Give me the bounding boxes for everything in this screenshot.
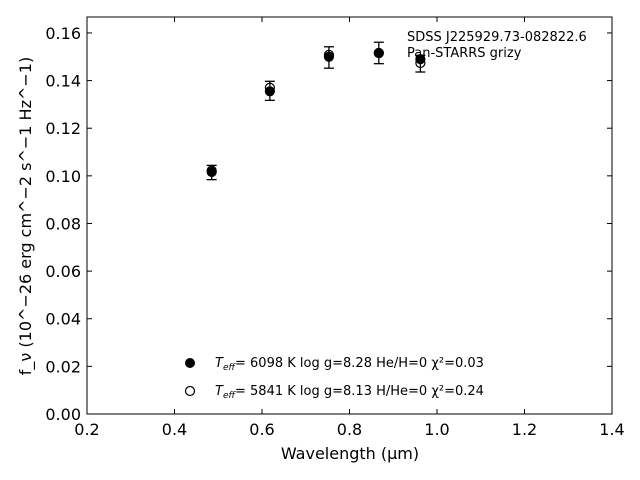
y-tick-label: 0.08 [45, 214, 81, 233]
model-point-open [264, 82, 275, 93]
legend-entry-1: Teff= 6098 K log g=8.28 He/H=0 χ²=0.03 [215, 356, 484, 373]
y-tick-label: 0.14 [45, 72, 81, 91]
model-point-open [373, 47, 384, 59]
x-tick-label: 1.0 [424, 420, 449, 439]
x-tick-label: 0.8 [337, 420, 362, 439]
y-tick-label: 0.04 [45, 310, 81, 329]
legend-entry-2: Teff= 5841 K log g=8.13 H/He=0 χ²=0.24 [215, 384, 484, 401]
legend-marker-open [184, 385, 196, 397]
x-tick-label: 0.2 [74, 420, 99, 439]
model-point-filled [415, 54, 426, 65]
plot-frame [86, 16, 613, 415]
y-tick-label: 0.00 [45, 405, 81, 424]
data-points [206, 47, 426, 178]
y-axis-label: f_ν (10^−26 erg cm^−2 s^−1 Hz^−1) [16, 57, 36, 375]
annotation-line2: Pan-STARRS grizy [407, 46, 522, 61]
error-bars [206, 41, 426, 181]
annotation-line1: SDSS J225929.73-082822.6 [407, 30, 587, 45]
model-point-open [323, 49, 335, 60]
y-tick-label: 0.10 [45, 167, 81, 186]
x-tick-label: 1.2 [512, 420, 537, 439]
x-axis-label: Wavelength (μm) [281, 444, 419, 463]
y-tick-label: 0.06 [45, 262, 81, 281]
model-point-open [415, 57, 426, 69]
axis-ticks: 0.2 0.4 0.6 0.8 1.0 1.2 1.4 0.00 0.02 0.04 0.06 0.0… [45, 17, 625, 439]
x-tick-label: 0.6 [249, 420, 274, 439]
legend-marker-filled [185, 358, 195, 368]
model-point-open [206, 165, 217, 176]
model-point-filled [264, 86, 275, 97]
y-tick-label: 0.12 [45, 119, 81, 138]
y-tick-label: 0.02 [45, 357, 81, 376]
y-tick-label: 0.16 [45, 24, 81, 43]
legend: Teff= 6098 K log g=8.28 He/H=0 χ²=0.03 T… [184, 356, 484, 401]
x-tick-label: 1.4 [599, 420, 624, 439]
x-tick-label: 0.4 [162, 420, 187, 439]
